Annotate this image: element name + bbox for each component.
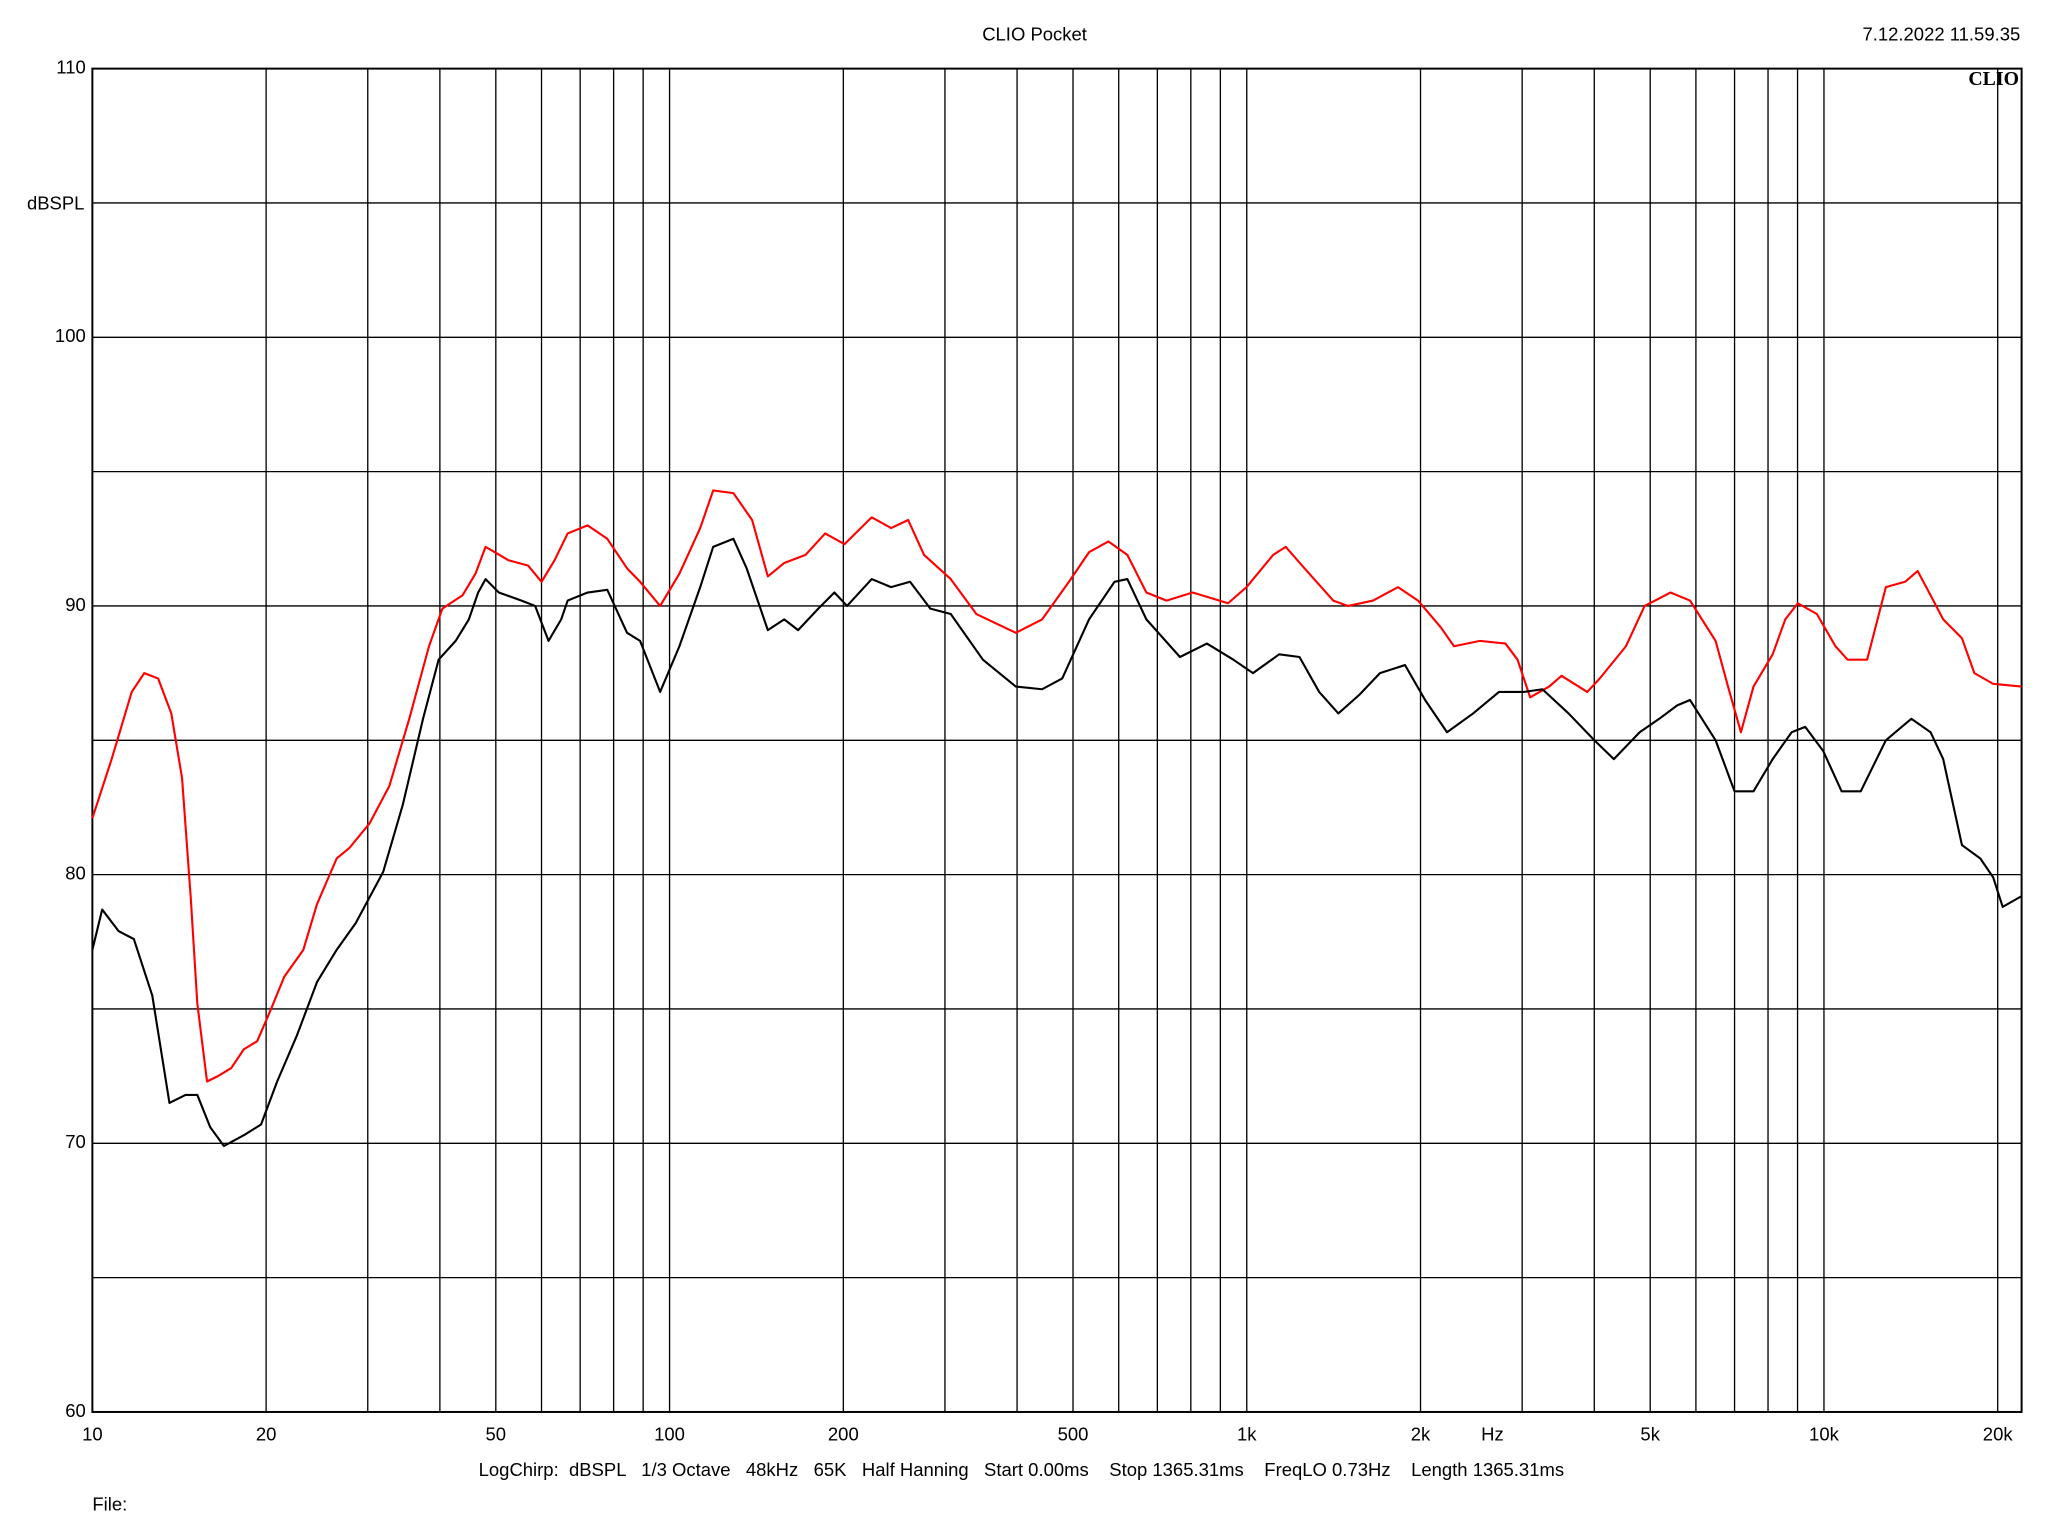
x-tick-label: 1k <box>1237 1424 1257 1445</box>
y-tick-label: 100 <box>55 325 86 346</box>
y-axis-label: dBSPL <box>27 192 85 213</box>
x-tick-label: 50 <box>486 1424 507 1445</box>
x-tick-label: 2k <box>1411 1424 1431 1445</box>
x-axis-label: Hz <box>1481 1424 1504 1445</box>
x-tick-label: 500 <box>1058 1424 1089 1445</box>
x-tick-label: 20k <box>1983 1424 2014 1445</box>
timestamp: 7.12.2022 11.59.35 <box>1862 24 2020 45</box>
x-tick-label: 20 <box>256 1424 277 1445</box>
x-tick-label: 10k <box>1809 1424 1840 1445</box>
y-tick-label: 80 <box>65 862 86 883</box>
chart-title: CLIO Pocket <box>982 24 1087 45</box>
y-tick-label: 70 <box>65 1131 86 1152</box>
file-label: File: <box>92 1494 127 1515</box>
series-line <box>91 489 2022 1083</box>
x-tick-label: 5k <box>1640 1424 1660 1445</box>
x-tick-label: 200 <box>828 1424 859 1445</box>
footer: LogChirp: dBSPL 1/3 Octave 48kHz 65K Hal… <box>479 1459 1564 1480</box>
logo: CLIO <box>1968 68 2019 90</box>
y-tick-label: 90 <box>65 594 86 615</box>
x-tick-label: 100 <box>654 1424 685 1445</box>
plot-frame <box>91 67 2023 1413</box>
y-tick-label: 60 <box>65 1400 86 1421</box>
y-tick-label: 110 <box>56 56 85 77</box>
x-tick-label: 10 <box>82 1424 103 1445</box>
series-line <box>91 537 2023 1148</box>
